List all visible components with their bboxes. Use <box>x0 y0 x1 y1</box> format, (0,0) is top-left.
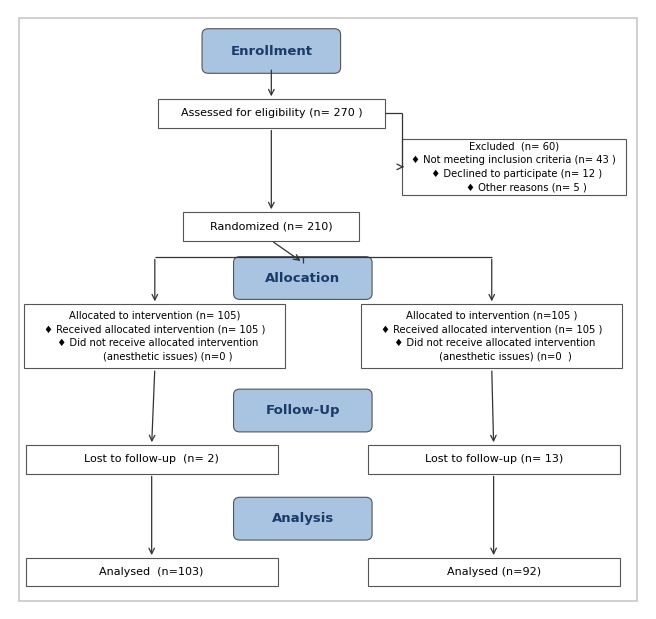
FancyBboxPatch shape <box>234 497 372 540</box>
Text: Lost to follow-up  (n= 2): Lost to follow-up (n= 2) <box>84 454 219 464</box>
Text: Allocation: Allocation <box>265 272 340 285</box>
Text: Analysed (n=92): Analysed (n=92) <box>447 567 541 577</box>
Text: Excluded  (n= 60)
♦ Not meeting inclusion criteria (n= 43 )
  ♦ Declined to part: Excluded (n= 60) ♦ Not meeting inclusion… <box>411 142 616 193</box>
Text: Analysis: Analysis <box>272 512 334 525</box>
FancyBboxPatch shape <box>402 139 626 195</box>
FancyBboxPatch shape <box>367 445 619 474</box>
Text: Enrollment: Enrollment <box>230 45 312 58</box>
FancyBboxPatch shape <box>26 558 277 586</box>
FancyBboxPatch shape <box>367 558 619 586</box>
Text: Randomized (n= 210): Randomized (n= 210) <box>210 222 333 232</box>
FancyBboxPatch shape <box>183 212 359 241</box>
Text: Assessed for eligibility (n= 270 ): Assessed for eligibility (n= 270 ) <box>180 108 362 118</box>
Text: Allocated to intervention (n= 105)
♦ Received allocated intervention (n= 105 )
 : Allocated to intervention (n= 105) ♦ Rec… <box>44 311 266 361</box>
Text: Analysed  (n=103): Analysed (n=103) <box>100 567 204 577</box>
FancyBboxPatch shape <box>234 389 372 432</box>
FancyBboxPatch shape <box>158 99 384 128</box>
Text: Lost to follow-up (n= 13): Lost to follow-up (n= 13) <box>424 454 563 464</box>
Text: Follow-Up: Follow-Up <box>266 404 340 417</box>
Text: Allocated to intervention (n=105 )
♦ Received allocated intervention (n= 105 )
 : Allocated to intervention (n=105 ) ♦ Rec… <box>381 311 602 361</box>
FancyBboxPatch shape <box>202 28 340 73</box>
FancyBboxPatch shape <box>24 304 285 368</box>
FancyBboxPatch shape <box>361 304 623 368</box>
FancyBboxPatch shape <box>234 257 372 300</box>
FancyBboxPatch shape <box>26 445 277 474</box>
